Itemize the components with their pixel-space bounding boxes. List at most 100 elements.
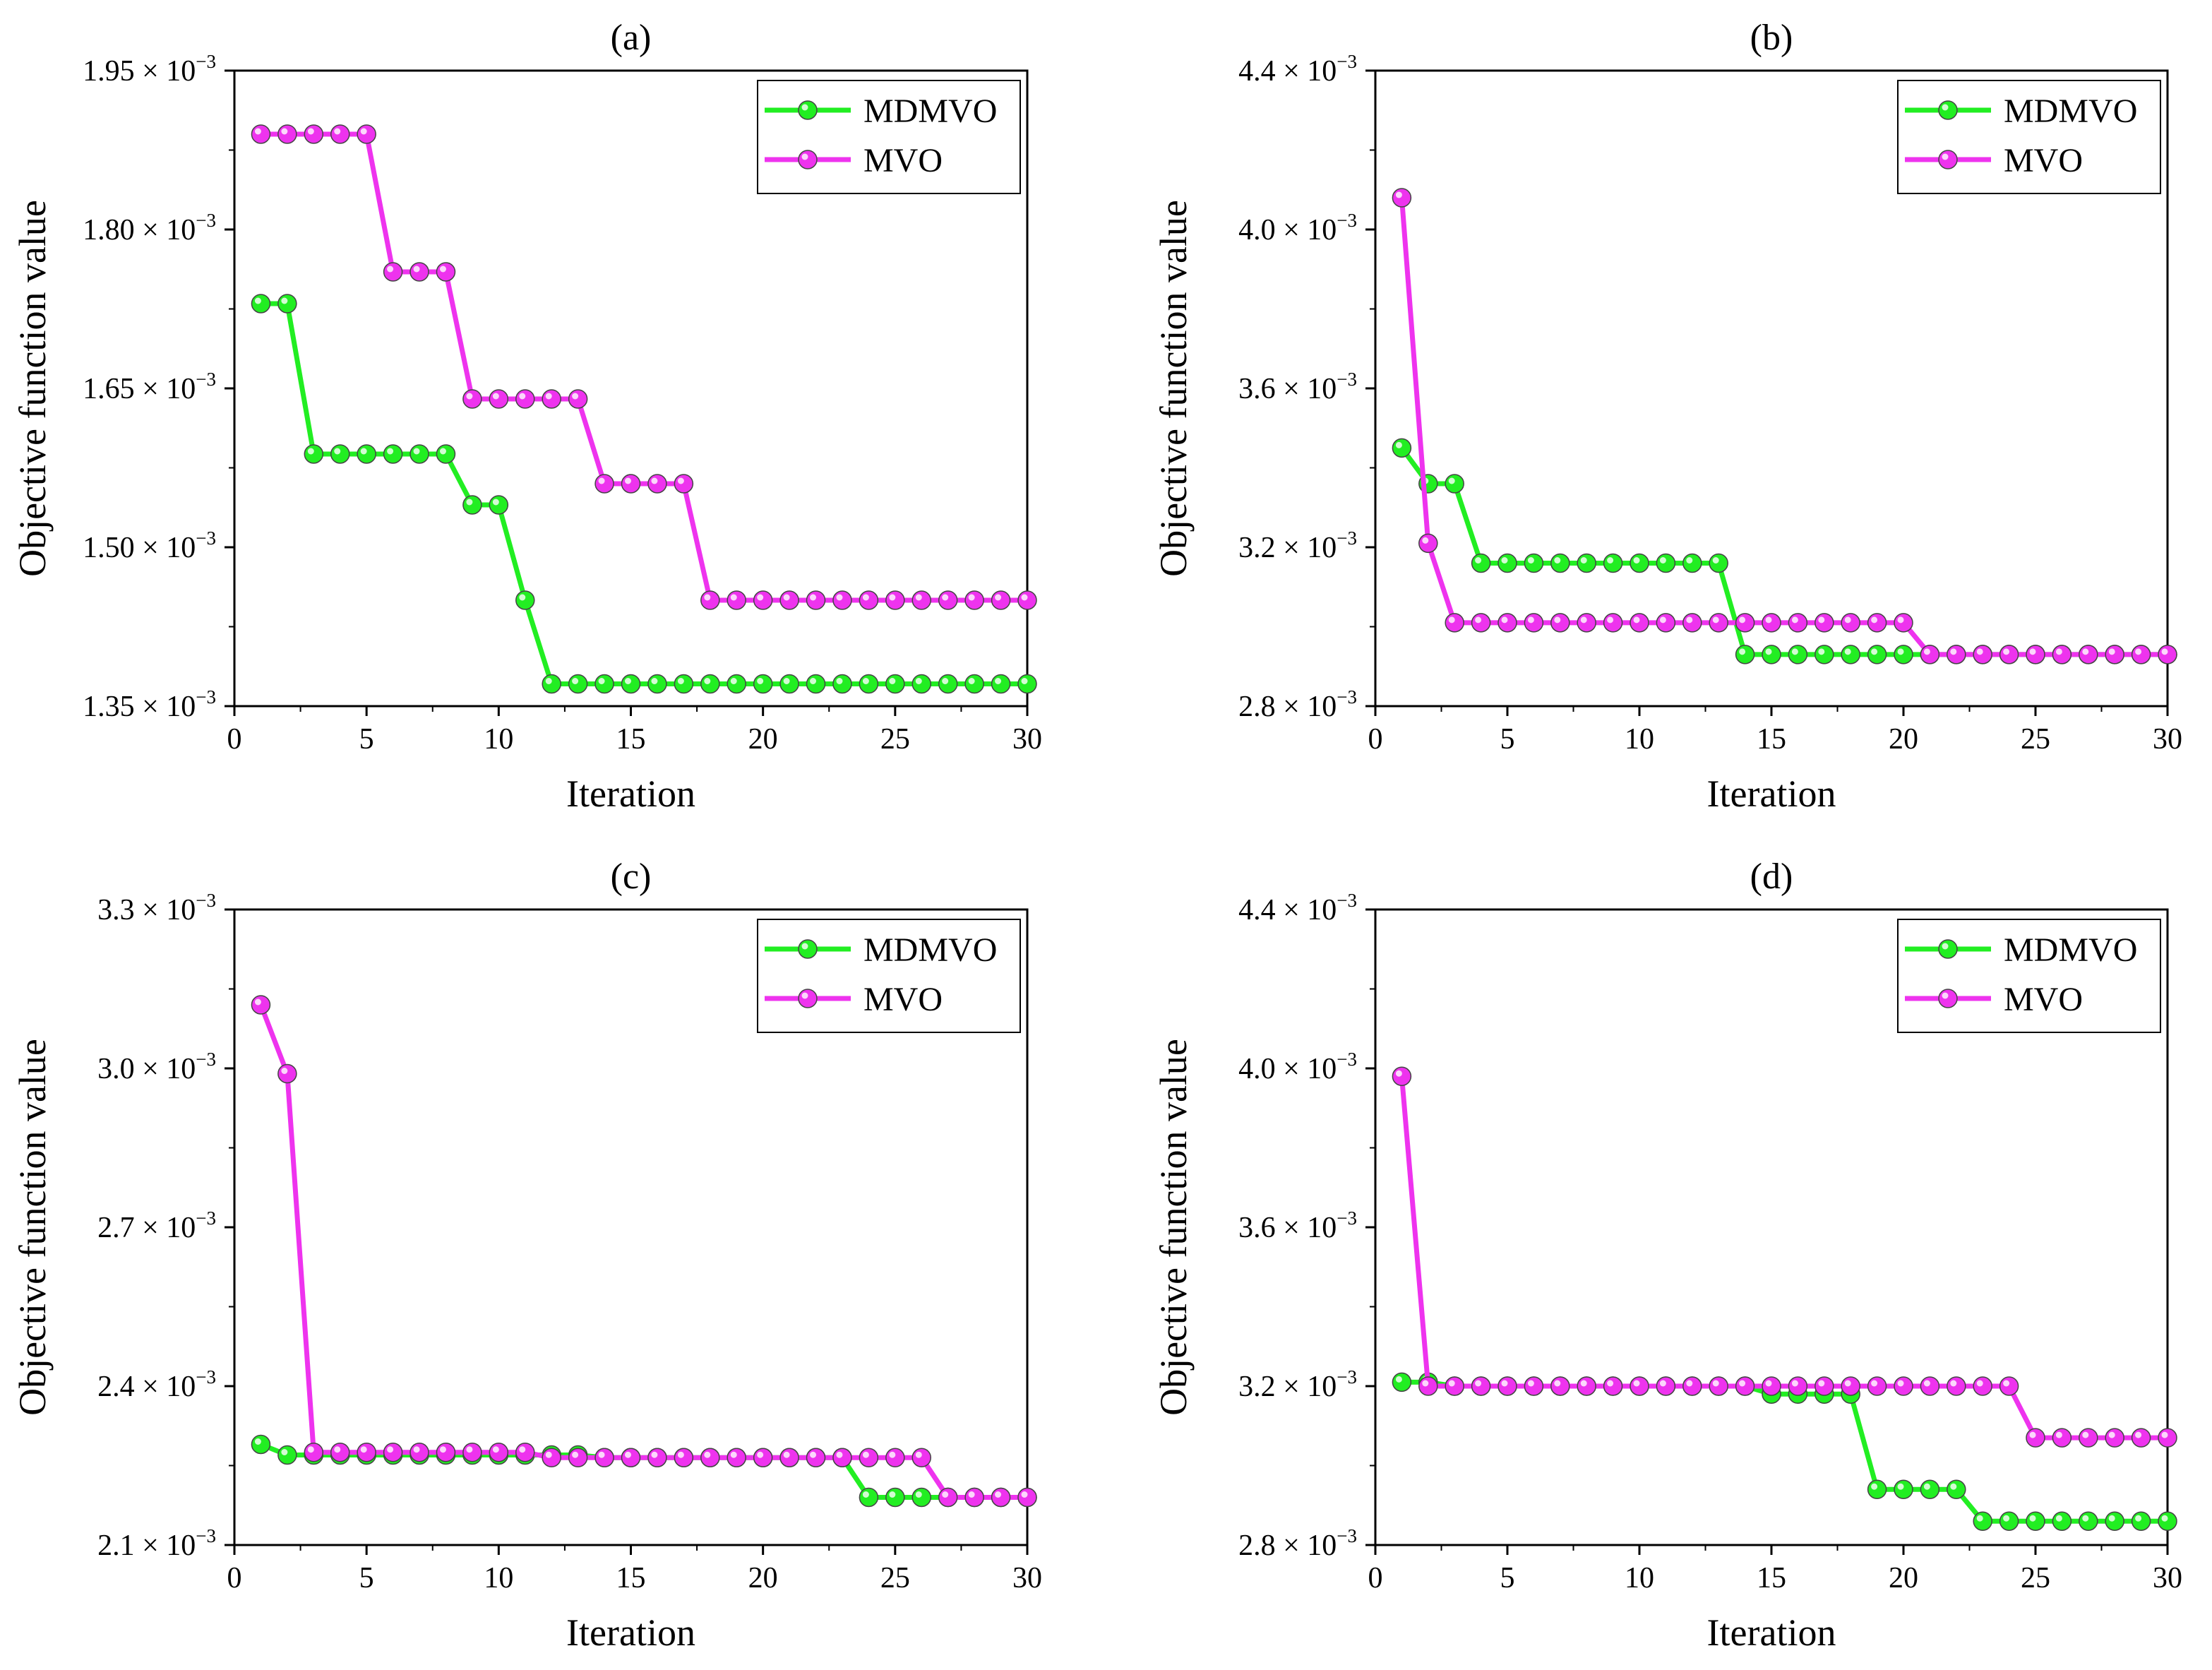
y-tick-mantissa: 3.6 × 10 bbox=[1238, 1212, 1337, 1244]
data-point bbox=[1947, 645, 1966, 664]
data-point-highlight bbox=[1580, 616, 1587, 624]
data-point bbox=[938, 674, 958, 694]
y-tick-exponent: −3 bbox=[1337, 890, 1357, 911]
data-point bbox=[251, 124, 271, 144]
y-tick-mantissa: 3.0 × 10 bbox=[97, 1053, 196, 1085]
y-tick-label: 2.8 × 10−3 bbox=[1238, 1525, 1357, 1562]
data-point bbox=[277, 124, 297, 144]
data-point-highlight bbox=[1527, 1380, 1534, 1387]
data-point-highlight bbox=[387, 1446, 394, 1453]
x-tick-label: 30 bbox=[1012, 1562, 1042, 1594]
data-point-highlight bbox=[1791, 616, 1798, 624]
data-point-highlight bbox=[2003, 648, 2010, 655]
data-point-highlight bbox=[1580, 557, 1587, 563]
data-point-highlight bbox=[1791, 648, 1798, 655]
data-point-highlight bbox=[545, 678, 552, 684]
legend-swatch-highlight bbox=[801, 153, 808, 160]
data-point-highlight bbox=[360, 128, 367, 135]
data-point-highlight bbox=[1871, 616, 1878, 624]
data-point bbox=[542, 389, 561, 409]
data-point-highlight bbox=[2082, 1431, 2089, 1438]
x-tick-label: 5 bbox=[1500, 1562, 1515, 1594]
data-point bbox=[1445, 613, 1464, 633]
data-point bbox=[1017, 1487, 1037, 1508]
y-tick-mantissa: 1.35 × 10 bbox=[83, 691, 196, 723]
data-point bbox=[674, 474, 694, 494]
x-axis-label: Iteration bbox=[566, 1611, 695, 1654]
data-point-highlight bbox=[572, 393, 579, 400]
data-point-highlight bbox=[915, 678, 922, 684]
data-point bbox=[1577, 1376, 1596, 1396]
legend-swatch-marker bbox=[798, 150, 818, 169]
data-point bbox=[859, 674, 879, 694]
data-point bbox=[1920, 1376, 1940, 1396]
data-point-highlight bbox=[889, 1491, 896, 1498]
series-mvo bbox=[1392, 1066, 2177, 1448]
data-point-highlight bbox=[995, 594, 1002, 601]
data-point-highlight bbox=[889, 1451, 896, 1458]
data-point bbox=[304, 1443, 324, 1462]
data-point bbox=[1418, 1376, 1438, 1396]
data-point bbox=[859, 590, 879, 610]
legend-label: MDMVO bbox=[863, 931, 997, 969]
data-point bbox=[1947, 1479, 1966, 1499]
data-point-highlight bbox=[254, 1438, 261, 1445]
data-point-highlight bbox=[995, 1491, 1002, 1498]
data-point bbox=[1603, 613, 1623, 633]
data-point-highlight bbox=[1976, 1515, 1983, 1522]
data-point bbox=[1999, 645, 2019, 664]
legend-swatch-marker bbox=[1938, 939, 1958, 959]
series-mvo bbox=[251, 995, 1037, 1508]
y-axis-label: Objective function value bbox=[1152, 200, 1195, 577]
data-point bbox=[1920, 1479, 1940, 1499]
data-point-highlight bbox=[1818, 1380, 1825, 1387]
data-point-highlight bbox=[1448, 1380, 1455, 1387]
data-point bbox=[489, 1443, 509, 1462]
data-point bbox=[251, 294, 271, 314]
data-point bbox=[2026, 1511, 2045, 1531]
y-tick-label: 2.7 × 10−3 bbox=[97, 1207, 216, 1244]
data-point-highlight bbox=[387, 448, 394, 455]
data-point-highlight bbox=[2161, 1515, 2168, 1522]
data-point-highlight bbox=[1844, 616, 1851, 624]
y-tick-mantissa: 3.6 × 10 bbox=[1238, 373, 1337, 405]
data-point bbox=[2026, 1428, 2045, 1448]
data-point-highlight bbox=[968, 678, 975, 684]
data-point bbox=[436, 262, 456, 282]
data-point-highlight bbox=[492, 1446, 499, 1453]
data-point-highlight bbox=[1554, 557, 1561, 563]
y-axis-label: Objective function value bbox=[1152, 1039, 1195, 1416]
legend-swatch-marker bbox=[1938, 150, 1958, 169]
data-point-highlight bbox=[1422, 537, 1429, 544]
data-point-highlight bbox=[942, 594, 949, 601]
data-point-highlight bbox=[1527, 557, 1534, 563]
data-point-highlight bbox=[1395, 191, 1402, 198]
y-tick-label: 1.95 × 10−3 bbox=[83, 51, 216, 88]
chart-title: (d) bbox=[1750, 857, 1793, 897]
data-point-highlight bbox=[1607, 616, 1614, 624]
data-point-highlight bbox=[968, 1491, 975, 1498]
chart-panel-d: (d)0 5 10 15 20 25 302.8 × 10−33.2 × 10−33.6 ×… bbox=[1152, 857, 2182, 1654]
data-point-highlight bbox=[730, 1451, 737, 1458]
data-point bbox=[515, 389, 535, 409]
data-point-highlight bbox=[254, 998, 261, 1006]
legend-swatch-highlight bbox=[1942, 104, 1949, 111]
data-point-highlight bbox=[625, 678, 631, 684]
data-point-highlight bbox=[1021, 1491, 1028, 1498]
legend-swatch-highlight bbox=[801, 104, 808, 111]
y-tick-mantissa: 4.4 × 10 bbox=[1238, 55, 1337, 88]
data-point-highlight bbox=[1976, 1380, 1983, 1387]
data-point bbox=[2079, 1511, 2098, 1531]
data-point bbox=[2026, 645, 2045, 664]
series-mvo bbox=[1392, 188, 2177, 664]
data-point bbox=[462, 495, 482, 515]
data-point bbox=[357, 444, 376, 464]
x-tick-label: 25 bbox=[880, 1562, 910, 1594]
data-point-highlight bbox=[677, 678, 684, 684]
data-point-highlight bbox=[1950, 1483, 1957, 1490]
data-point bbox=[1524, 553, 1544, 573]
data-point-highlight bbox=[1765, 616, 1772, 624]
y-tick-exponent: −3 bbox=[196, 1525, 216, 1546]
data-point bbox=[2079, 645, 2098, 664]
